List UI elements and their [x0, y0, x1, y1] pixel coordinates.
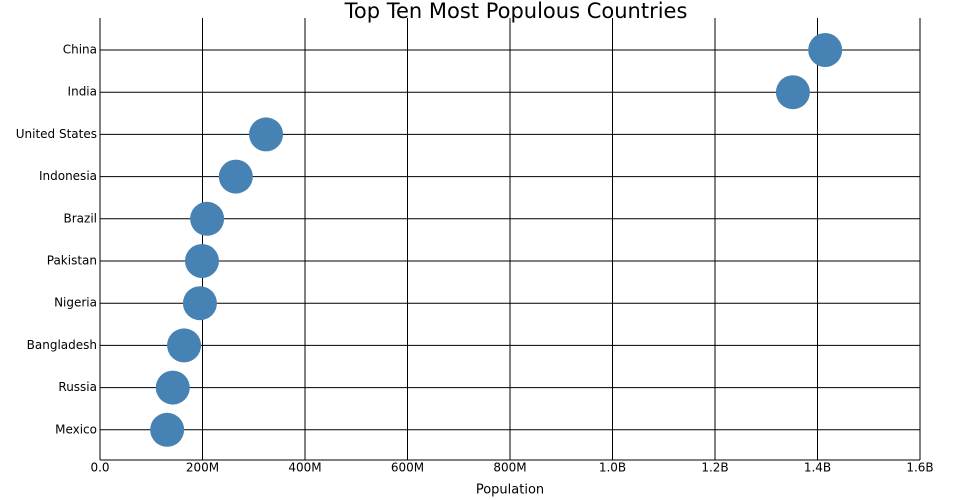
dot	[184, 244, 219, 278]
dot	[150, 412, 185, 447]
y-tick-label: Brazil	[64, 211, 98, 225]
dot	[808, 33, 843, 67]
y-tick-label: China	[63, 43, 97, 57]
x-tick-label: 800M	[493, 461, 526, 475]
y-tick-label: Indonesia	[39, 169, 97, 183]
y-tick-label: India	[68, 85, 97, 99]
dot	[190, 201, 225, 236]
dot	[155, 370, 190, 405]
y-tick-label: United States	[16, 127, 97, 141]
x-tick-label: 200M	[186, 461, 219, 475]
y-tick-label: Mexico	[55, 422, 97, 436]
chart-title: Top Ten Most Populous Countries	[344, 0, 688, 23]
y-tick-label: Russia	[58, 380, 97, 394]
y-tick-label: Bangladesh	[27, 338, 97, 352]
x-tick-label: 1.6B	[906, 461, 933, 475]
y-tick-label: Nigeria	[54, 296, 97, 310]
dot	[167, 328, 202, 363]
x-axis-title: Population	[476, 483, 544, 498]
dot	[775, 75, 810, 110]
y-tick-label: Pakistan	[47, 254, 97, 268]
dot	[182, 286, 217, 321]
x-tick-label: 1.0B	[599, 461, 626, 475]
x-tick-label: 0.0	[90, 461, 109, 475]
dot	[249, 117, 284, 152]
x-tick-label: 600M	[391, 461, 424, 475]
x-tick-label: 1.2B	[701, 461, 728, 475]
x-tick-label: 1.4B	[804, 461, 831, 475]
x-tick-label: 400M	[288, 461, 321, 475]
dot	[218, 159, 253, 194]
